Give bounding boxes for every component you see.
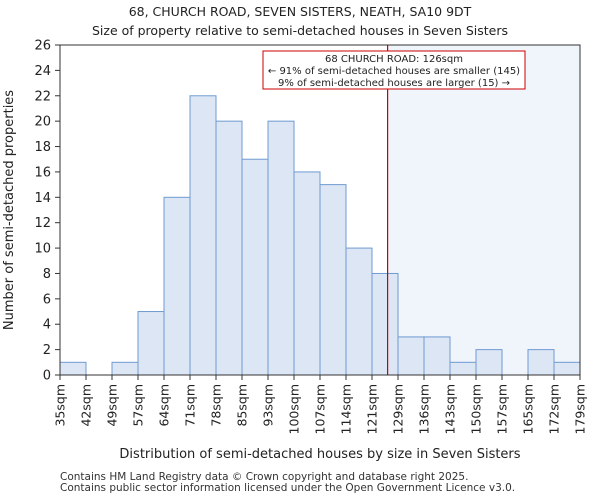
y-tick-label: 26: [34, 39, 51, 54]
x-tick-label: 107sqm: [313, 384, 328, 434]
histogram-bar: [189, 95, 217, 376]
y-tick-label: 10: [34, 242, 51, 257]
x-tick-label: 114sqm: [339, 384, 354, 434]
histogram-bar: [241, 158, 269, 376]
chart-subtitle: Size of property relative to semi-detach…: [91, 23, 509, 38]
y-tick-label: 20: [34, 115, 51, 130]
histogram-bar: [397, 336, 425, 376]
x-tick-label: 57sqm: [131, 384, 146, 427]
histogram-bar: [553, 361, 581, 376]
histogram-bar: [319, 184, 347, 376]
x-tick-label: 85sqm: [235, 384, 250, 427]
y-tick-label: 24: [34, 64, 51, 79]
y-tick-label: 22: [34, 89, 51, 104]
x-tick-label: 179sqm: [573, 384, 588, 434]
larger-region-highlight: [387, 45, 580, 375]
x-axis-label: Distribution of semi-detached houses by …: [119, 447, 520, 462]
histogram-bar: [267, 120, 295, 376]
x-tick-label: 121sqm: [365, 384, 380, 434]
x-tick-label: 42sqm: [79, 384, 94, 427]
annotation-line-2: ← 91% of semi-detached houses are smalle…: [268, 66, 520, 77]
x-tick-label: 150sqm: [469, 384, 484, 434]
x-tick-label: 64sqm: [157, 384, 172, 427]
footer-line-2: Contains public sector information licen…: [60, 482, 516, 494]
y-tick-label: 12: [34, 216, 51, 231]
y-tick-label: 16: [34, 165, 51, 180]
histogram-bar: [59, 361, 87, 376]
y-tick-label: 14: [34, 191, 51, 206]
chart-title-block: 68, CHURCH ROAD, SEVEN SISTERS, NEATH, S…: [0, 2, 600, 40]
y-tick-label: 18: [34, 140, 51, 155]
annotation-line-3: 9% of semi-detached houses are larger (1…: [278, 78, 510, 89]
x-tick-label: 143sqm: [443, 384, 458, 434]
x-tick-label: 93sqm: [261, 384, 276, 427]
marker-annotation: 68 CHURCH ROAD: 126sqm ← 91% of semi-det…: [262, 50, 526, 90]
footer-line-1: Contains HM Land Registry data © Crown c…: [60, 471, 469, 483]
x-tick-label: 172sqm: [547, 384, 562, 434]
y-tick-label: 0: [43, 369, 51, 384]
histogram-bar: [475, 349, 503, 376]
x-tick-label: 136sqm: [417, 384, 432, 434]
histogram-bar: [293, 171, 321, 376]
x-tick-label: 49sqm: [105, 384, 120, 427]
annotation-box: [262, 50, 526, 90]
chart-title: 68, CHURCH ROAD, SEVEN SISTERS, NEATH, S…: [128, 4, 472, 19]
x-tick-label: 157sqm: [495, 384, 510, 434]
histogram-bar: [163, 196, 191, 376]
x-tick-label: 71sqm: [183, 384, 198, 427]
histogram-bar: [527, 349, 555, 376]
y-axis-label: Number of semi-detached properties: [2, 90, 17, 330]
histogram-bar: [111, 361, 139, 376]
histogram-bar: [215, 120, 243, 376]
annotation-line-1: 68 CHURCH ROAD: 126sqm: [325, 54, 463, 65]
y-tick-label: 4: [43, 318, 51, 333]
histogram-bar: [137, 311, 165, 376]
x-tick-label: 100sqm: [287, 384, 302, 434]
x-tick-label: 129sqm: [391, 384, 406, 434]
histogram-bar: [345, 247, 373, 376]
y-tick-label: 6: [43, 292, 51, 307]
histogram-bar: [449, 361, 477, 376]
y-tick-label: 2: [43, 343, 51, 358]
x-tick-label: 35sqm: [53, 384, 68, 427]
footer: Contains HM Land Registry data © Crown c…: [60, 472, 515, 494]
x-tick-label: 165sqm: [521, 384, 536, 434]
histogram-bar: [371, 272, 399, 376]
x-tick-label: 78sqm: [209, 384, 224, 427]
y-tick-label: 8: [43, 267, 51, 282]
histogram-bar: [423, 336, 451, 376]
